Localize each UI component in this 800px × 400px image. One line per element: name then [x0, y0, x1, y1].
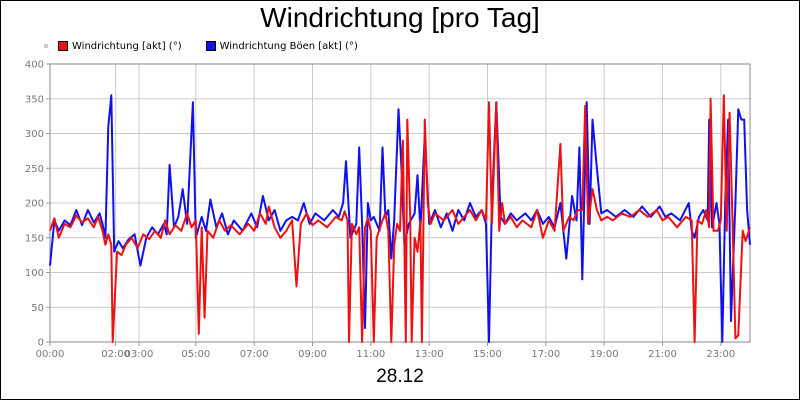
x-tick-label: 02:00 — [101, 349, 130, 360]
y-tick-label: 100 — [25, 268, 44, 279]
plot-border — [49, 63, 751, 343]
y-tick-label: 50 — [31, 303, 44, 314]
x-tick-label: 23:00 — [706, 349, 735, 360]
legend-label-gust-direction: Windrichtung Böen [akt] (°) — [219, 40, 358, 52]
y-tick-label: 0 — [38, 338, 44, 349]
x-tick-label: 13:00 — [415, 349, 444, 360]
x-tick-label: 11:00 — [356, 349, 385, 360]
legend-swatch-blue — [205, 41, 216, 51]
legend-empty-marker — [44, 44, 48, 48]
legend-label-wind-direction: Windrichtung [akt] (°) — [72, 40, 182, 52]
series-line-gust-direction — [49, 94, 751, 343]
x-tick-label: 19:00 — [590, 349, 619, 360]
x-tick-label: 05:00 — [181, 349, 210, 360]
legend: Windrichtung [akt] (°) Windrichtung Böen… — [44, 38, 382, 54]
legend-swatch-red — [58, 41, 68, 51]
x-tick-label: 07:00 — [240, 349, 269, 360]
date-label: 28.12 — [376, 366, 424, 387]
legend-item-gust-direction: Windrichtung Böen [akt] (°) — [205, 40, 358, 52]
x-tick-label: 15:00 — [473, 349, 502, 360]
y-tick-label: 400 — [25, 60, 44, 71]
x-tick-label: 03:00 — [125, 349, 154, 360]
y-tick-label: 150 — [25, 233, 44, 244]
x-tick-label: 00:00 — [36, 349, 65, 360]
x-tick-label: 17:00 — [531, 349, 560, 360]
series-line-wind-direction — [49, 94, 751, 343]
chart-title: Windrichtung [pro Tag] — [260, 2, 540, 33]
y-tick-label: 300 — [25, 129, 44, 140]
legend-item-wind-direction: Windrichtung [akt] (°) — [58, 41, 182, 52]
x-tick-label: 21:00 — [648, 349, 677, 360]
y-tick-label: 250 — [25, 164, 44, 175]
y-tick-label: 200 — [25, 199, 44, 210]
y-tick-label: 350 — [25, 94, 44, 105]
x-tick-label: 09:00 — [298, 349, 327, 360]
